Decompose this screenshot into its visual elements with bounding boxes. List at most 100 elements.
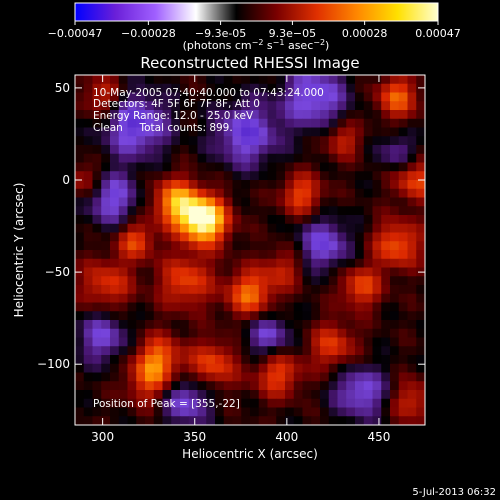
colorbar-frame <box>74 2 439 22</box>
heatmap-cell <box>372 311 382 321</box>
heatmap-cell <box>215 110 225 120</box>
heatmap-cell <box>101 171 111 181</box>
heatmap-cell <box>372 372 382 382</box>
heatmap-cell <box>162 355 172 365</box>
heatmap-cell <box>171 136 181 146</box>
heatmap-cell <box>258 162 268 172</box>
heatmap-cell <box>302 293 312 303</box>
heatmap-cell <box>101 416 111 426</box>
heatmap-cell <box>302 276 312 286</box>
heatmap-cell <box>232 127 242 137</box>
heatmap-cell <box>346 75 356 85</box>
heatmap-cell <box>381 355 391 365</box>
heatmap-cell <box>145 136 155 146</box>
heatmap-cell <box>267 302 277 312</box>
heatmap-cell <box>363 372 373 382</box>
heatmap-cell <box>136 215 146 225</box>
heatmap-cell <box>110 162 120 172</box>
heatmap-cell <box>293 258 303 268</box>
heatmap-cell <box>416 293 426 303</box>
heatmap-cell <box>398 136 408 146</box>
heatmap-cell <box>320 162 330 172</box>
heatmap-cell <box>363 215 373 225</box>
heatmap-cell <box>398 92 408 102</box>
heatmap-cell <box>162 363 172 373</box>
heatmap-cell <box>381 302 391 312</box>
heatmap-cell <box>180 267 190 277</box>
heatmap-cell <box>92 118 102 128</box>
heatmap-cell <box>232 83 242 93</box>
heatmap-cell <box>267 250 277 260</box>
heatmap-cell <box>372 145 382 155</box>
heatmap-cell <box>302 101 312 111</box>
y-tick-label: 50 <box>55 81 70 95</box>
heatmap-cell <box>320 293 330 303</box>
heatmap-cell <box>328 381 338 391</box>
heatmap-cell <box>381 337 391 347</box>
heatmap-cell <box>355 162 365 172</box>
heatmap-cell <box>276 285 286 295</box>
heatmap-cell <box>267 127 277 137</box>
heatmap-cell <box>285 320 295 330</box>
heatmap-cell <box>162 302 172 312</box>
heatmap-cell <box>145 223 155 233</box>
heatmap-cell <box>223 258 233 268</box>
heatmap-cell <box>180 398 190 408</box>
heatmap-cell <box>390 92 400 102</box>
heatmap-cell <box>223 101 233 111</box>
heatmap-cell <box>328 206 338 216</box>
heatmap-cell <box>346 381 356 391</box>
heatmap-cell <box>110 328 120 338</box>
heatmap-cell <box>355 346 365 356</box>
heatmap-cell <box>92 311 102 321</box>
heatmap-cell <box>337 127 347 137</box>
heatmap-cell <box>337 346 347 356</box>
heatmap-cell <box>285 346 295 356</box>
heatmap-cell <box>355 311 365 321</box>
heatmap-cell <box>241 171 251 181</box>
heatmap-cell <box>258 311 268 321</box>
heatmap-cell <box>258 180 268 190</box>
heatmap-cell <box>188 416 198 426</box>
heatmap-cell <box>75 127 85 137</box>
heatmap-cell <box>285 355 295 365</box>
heatmap-cell <box>206 206 216 216</box>
heatmap-cell <box>363 311 373 321</box>
heatmap-cell <box>293 162 303 172</box>
heatmap-cell <box>223 215 233 225</box>
x-tick-label: 300 <box>91 430 114 444</box>
heatmap-cell <box>293 320 303 330</box>
heatmap-cell <box>110 320 120 330</box>
heatmap-cell <box>110 241 120 251</box>
heatmap-cell <box>223 328 233 338</box>
heatmap-cell <box>320 355 330 365</box>
heatmap-cell <box>285 285 295 295</box>
heatmap-cell <box>302 267 312 277</box>
heatmap-cell <box>407 337 417 347</box>
heatmap-cell <box>276 127 286 137</box>
heatmap-cell <box>416 337 426 347</box>
heatmap-cell <box>241 223 251 233</box>
heatmap-cell <box>258 381 268 391</box>
heatmap-cell <box>390 110 400 120</box>
heatmap-cell <box>153 293 163 303</box>
heatmap-cell <box>101 83 111 93</box>
heatmap-cell <box>206 302 216 312</box>
heatmap-cell <box>110 145 120 155</box>
heatmap-cell <box>293 372 303 382</box>
heatmap-cell <box>267 398 277 408</box>
heatmap-cell <box>127 83 137 93</box>
heatmap-cell <box>311 232 321 242</box>
heatmap-cell <box>171 355 181 365</box>
heatmap-cell <box>267 267 277 277</box>
heatmap-cell <box>206 381 216 391</box>
heatmap-cell <box>118 258 128 268</box>
heatmap-cell <box>328 363 338 373</box>
heatmap-cell <box>136 390 146 400</box>
heatmap-cell <box>215 188 225 198</box>
heatmap-cell <box>75 355 85 365</box>
heatmap-cell <box>258 328 268 338</box>
heatmap-cell <box>390 276 400 286</box>
heatmap-cell <box>145 293 155 303</box>
heatmap-cell <box>311 110 321 120</box>
